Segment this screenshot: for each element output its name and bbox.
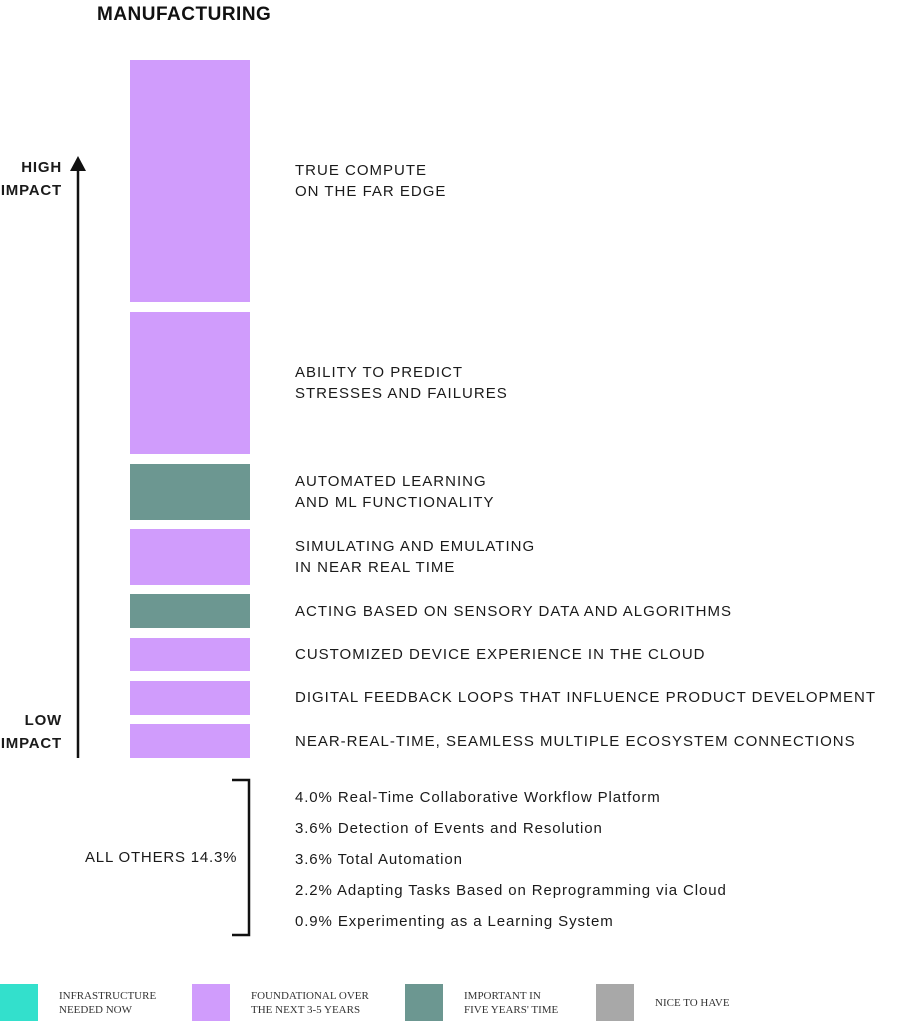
legend-swatch-2 — [192, 984, 230, 1021]
bar-label-5: ACTING BASED ON SENSORY DATA AND ALGORIT… — [295, 602, 732, 620]
bar-label-7: DIGITAL FEEDBACK LOOPS THAT INFLUENCE PR… — [295, 689, 876, 707]
legend-swatch-4 — [596, 984, 634, 1021]
bar-3 — [130, 464, 250, 520]
bar-label-2: ABILITY TO PREDICT STRESSES AND FAILURES — [295, 364, 508, 403]
legend-swatch-1 — [0, 984, 38, 1021]
legend-label-3: IMPORTANT IN FIVE YEARS' TIME — [464, 990, 559, 1016]
chart-title: MANUFACTURING — [97, 4, 272, 25]
bar-5 — [130, 594, 250, 629]
bar-2 — [130, 311, 250, 455]
bar-6 — [130, 637, 250, 672]
legend-label-1: INFRASTRUCTURE NEEDED NOW — [59, 990, 157, 1016]
other-item-5: 0.9% Experimenting as a Learning System — [295, 913, 614, 930]
bar-label-1: TRUE COMPUTE ON THE FAR EDGE — [295, 162, 447, 200]
other-item-3: 3.6% Total Automation — [295, 851, 463, 868]
low-impact-label: LOW IMPACT — [0, 712, 62, 752]
bar-4 — [130, 529, 250, 585]
bar-8 — [130, 724, 250, 758]
others-bracket-icon — [232, 778, 251, 937]
other-item-4: 2.2% Adapting Tasks Based on Reprogrammi… — [295, 882, 727, 899]
bar-label-6: CUSTOMIZED DEVICE EXPERIENCE IN THE CLOU… — [295, 645, 706, 663]
high-impact-label: HIGH IMPACT — [0, 159, 62, 199]
legend-swatch-3 — [405, 984, 443, 1021]
legend-label-4: NICE TO HAVE — [655, 997, 730, 1009]
bar-7 — [130, 680, 250, 715]
bar-label-8: NEAR-REAL-TIME, SEAMLESS MULTIPLE ECOSYS… — [295, 732, 856, 750]
bar-label-3: AUTOMATED LEARNING AND ML FUNCTIONALITY — [295, 472, 495, 511]
legend-label-2: FOUNDATIONAL OVER THE NEXT 3-5 YEARS — [251, 990, 369, 1016]
impact-arrow-icon — [70, 156, 86, 758]
bar-label-4: SIMULATING AND EMULATING IN NEAR REAL TI… — [295, 537, 536, 576]
other-item-2: 3.6% Detection of Events and Resolution — [295, 820, 603, 837]
bar-1 — [130, 60, 250, 302]
other-item-1: 4.0% Real-Time Collaborative Workflow Pl… — [295, 789, 661, 806]
all-others-label: ALL OTHERS 14.3% — [85, 849, 238, 866]
